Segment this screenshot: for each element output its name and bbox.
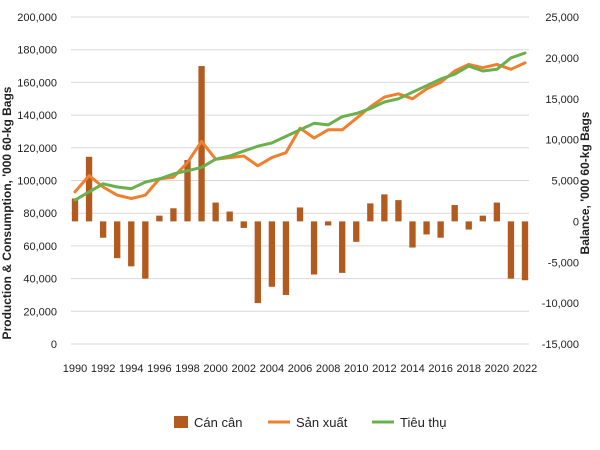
balance-bar — [381, 194, 388, 222]
balance-bar — [310, 221, 318, 275]
x-axis: 1990 1992 1994 1996 1998 2000 2002 2004 2006 2008… — [63, 363, 537, 375]
x-tick-label: 2014 — [400, 363, 424, 375]
series-lines — [73, 51, 527, 202]
right-y-tick-label: -10,000 — [542, 298, 579, 310]
x-tick-label: 1994 — [119, 363, 143, 375]
balance-bar — [212, 202, 219, 222]
x-tick-label: 2000 — [203, 363, 227, 375]
right-y-tick-label: 20,000 — [545, 53, 579, 65]
left-y-tick-label: 180,000 — [17, 45, 57, 57]
balance-bar — [423, 221, 430, 235]
balance-bar — [71, 198, 79, 222]
balance-bar — [395, 200, 402, 222]
x-tick-label: 2020 — [485, 363, 509, 375]
balance-bar — [114, 221, 121, 259]
x-tick-label: 1990 — [63, 363, 87, 375]
x-tick-label: 2010 — [344, 363, 368, 375]
balance-bar — [493, 202, 501, 222]
legend-label-balance: Cán cân — [194, 415, 242, 430]
balance-bar — [240, 221, 247, 228]
x-tick-label: 1996 — [147, 363, 171, 375]
balance-bar — [507, 221, 515, 279]
right-y-tick-label: 0 — [573, 216, 579, 228]
x-tick-label: 2008 — [316, 363, 340, 375]
x-tick-label: 2002 — [232, 363, 256, 375]
legend-label-production: Sản xuất — [296, 415, 348, 430]
left-y-tick-label: 40,000 — [23, 274, 57, 286]
legend-label-consumption: Tiêu thụ — [400, 415, 447, 430]
left-y-tick-label: 20,000 — [23, 306, 57, 318]
balance-bar — [353, 221, 360, 242]
consumption-line — [73, 51, 527, 202]
right-y-tick-label: 25,000 — [545, 12, 579, 24]
balance-bar — [282, 221, 290, 295]
balance-bar — [170, 208, 177, 222]
balance-bar — [339, 221, 346, 273]
balance-bar — [409, 221, 416, 248]
gridlines — [71, 16, 529, 345]
left-y-tick-label: 100,000 — [17, 176, 57, 188]
right-y-tick-label: 10,000 — [545, 135, 579, 147]
right-y-tick-label: 15,000 — [545, 94, 579, 106]
x-tick-label: 2004 — [260, 363, 284, 375]
balance-bar — [254, 221, 261, 304]
left-y-tick-label: 160,000 — [17, 77, 57, 89]
balance-bar — [99, 221, 107, 238]
right-y-tick-label: -15,000 — [542, 339, 579, 351]
balance-bar — [479, 215, 486, 222]
left-y-tick-label: 140,000 — [17, 110, 57, 122]
x-tick-label: 2012 — [372, 363, 396, 375]
balance-bar — [451, 205, 458, 222]
legend-swatch-balance — [174, 416, 188, 428]
x-tick-label: 2018 — [457, 363, 481, 375]
balance-bar — [128, 221, 135, 267]
left-y-tick-label: 0 — [51, 339, 57, 351]
right-y-axis: -15,000 -10,000 -5,000 0 5,000 10,000 15,000 20… — [542, 12, 579, 351]
balance-bar — [85, 156, 93, 222]
right-y-axis-title: Balance, '000 60-kg Bags — [578, 111, 592, 254]
balance-bar — [324, 221, 332, 226]
left-y-tick-label: 120,000 — [17, 143, 57, 155]
left-y-tick-label: 80,000 — [23, 208, 57, 220]
balance-bar — [296, 207, 304, 222]
balance-bar — [184, 160, 191, 222]
right-y-tick-label: -5,000 — [548, 257, 579, 269]
balance-bars — [71, 66, 529, 304]
x-tick-label: 2016 — [428, 363, 452, 375]
left-y-tick-label: 200,000 — [17, 12, 57, 24]
x-tick-label: 2022 — [513, 363, 537, 375]
left-y-axis-title: Production & Consumption, '000 60-kg Bag… — [0, 86, 14, 339]
left-y-tick-label: 60,000 — [23, 241, 57, 253]
balance-bar — [521, 221, 529, 281]
balance-bar — [142, 221, 149, 279]
balance-bar — [156, 215, 163, 222]
balance-bar — [268, 221, 276, 287]
x-tick-label: 1998 — [175, 363, 199, 375]
x-tick-label: 2006 — [288, 363, 312, 375]
balance-bar — [465, 221, 472, 230]
balance-bar — [437, 221, 444, 238]
x-tick-label: 1992 — [91, 363, 115, 375]
balance-bar — [367, 203, 374, 222]
left-y-axis: 0 20,000 40,000 60,000 80,000 100,000 120,000 1… — [17, 12, 57, 351]
balance-bar — [226, 211, 233, 222]
right-y-tick-label: 5,000 — [551, 176, 579, 188]
legend: Cán cân Sản xuất Tiêu thụ — [174, 415, 447, 430]
